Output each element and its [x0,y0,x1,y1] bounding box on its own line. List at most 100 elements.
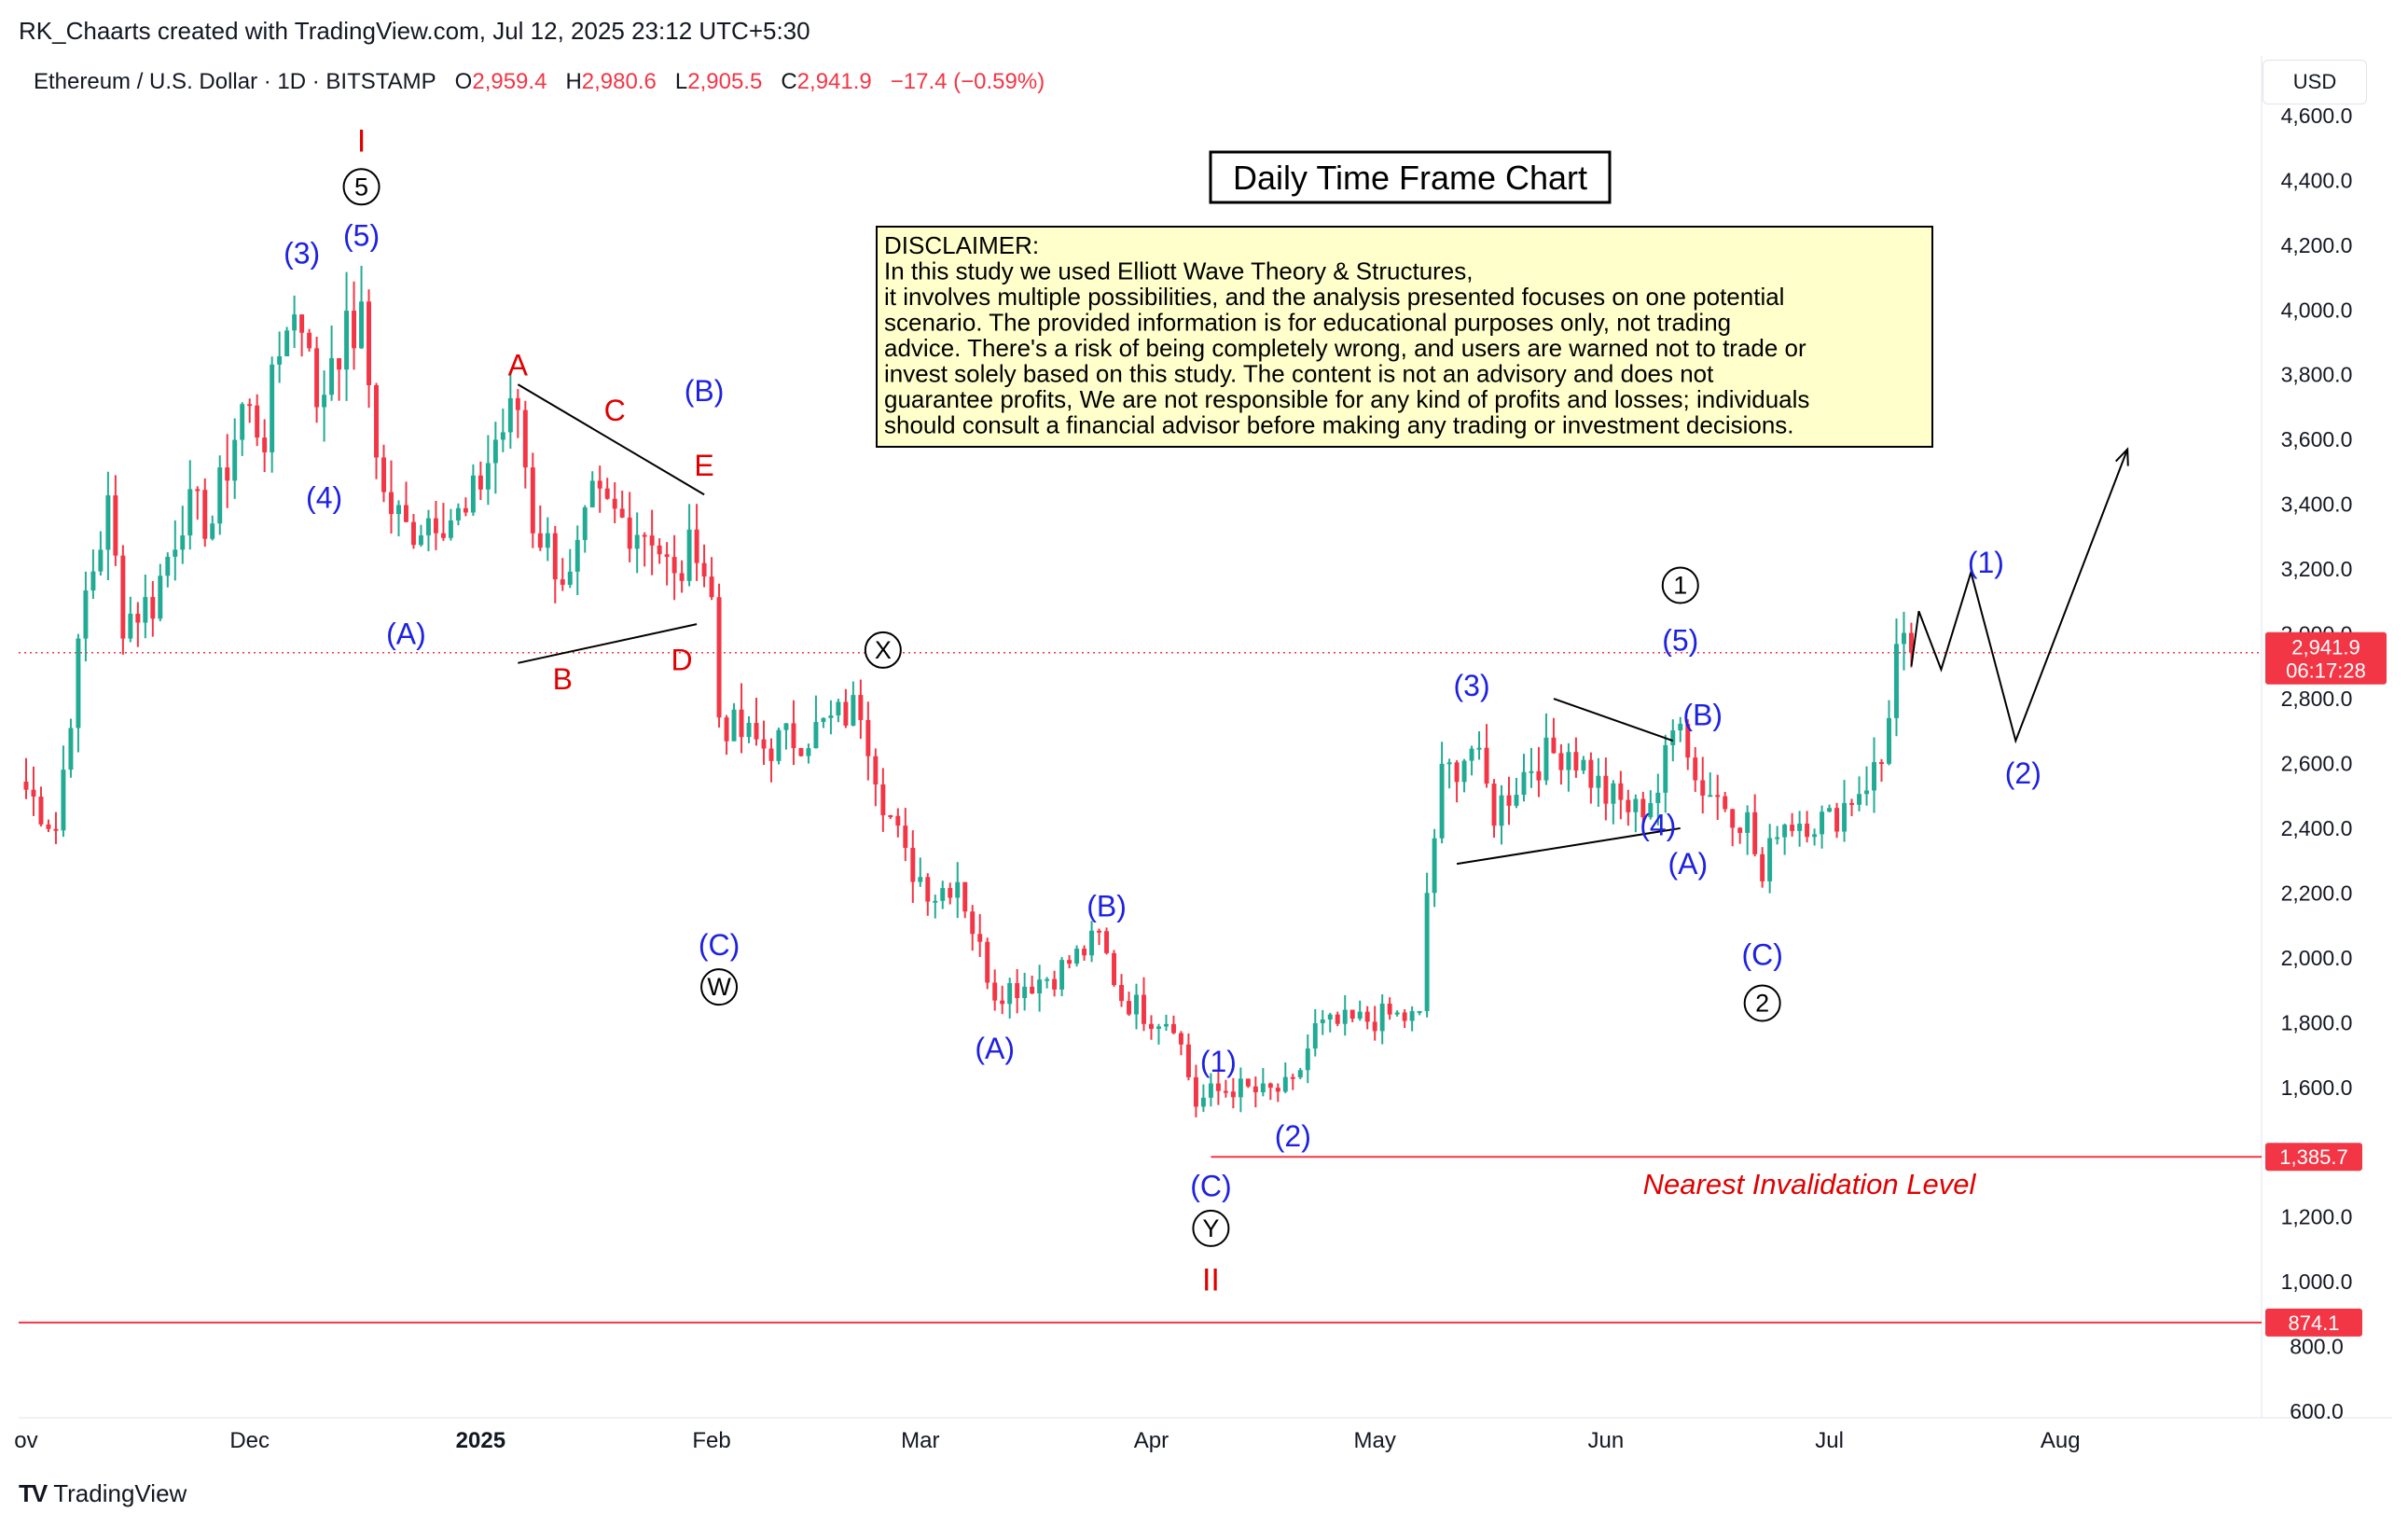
candle-body [1782,825,1788,838]
candle-body [1693,757,1698,781]
low-value: 2,905.5 [687,69,763,94]
candle-body [270,364,275,452]
wave-circle [1192,1209,1230,1247]
candle-body [843,701,849,726]
candle-body [507,397,513,433]
wave-label: B [553,662,573,696]
candle-body [477,475,483,490]
candle-body [352,311,357,349]
candle-body [1834,808,1840,832]
symbol-name[interactable]: Ethereum / U.S. Dollar · 1D · BITSTAMP [34,69,436,94]
candle-body [1127,1001,1131,1015]
tradingview-logo-text: TradingView [53,1479,187,1507]
candle-body [396,505,401,515]
y-tick-label: 3,400.0 [2281,492,2353,517]
candle-body [329,358,335,395]
candle-body [1543,737,1549,781]
candle-body [1894,644,1899,718]
candle-body [299,314,305,333]
candle-body [1432,838,1437,894]
candle-body [985,941,990,983]
wave-label: 2 [1755,989,1769,1017]
candle-body [955,881,961,898]
wave-label: II [1202,1262,1220,1297]
candle-body [1626,799,1631,812]
candle-body [410,521,416,546]
candle-body [709,576,714,598]
time-axis: ov Dec 2025 Feb Mar Apr May Jun Jul Aug [14,1428,2080,1453]
candle-body [448,520,453,538]
candle-body [1446,762,1452,765]
y-tick-label: 3,800.0 [2281,363,2353,387]
candle-body [455,507,461,520]
candle-body [604,488,610,499]
y-tick-label: 1,800.0 [2281,1010,2353,1034]
candle-body [1506,795,1512,806]
candle-body [791,723,796,749]
candle-body [1282,1076,1288,1092]
candle-body [1059,960,1065,990]
y-tick-label: 600.0 [2290,1399,2344,1423]
candle-body [962,881,968,912]
candle-body [1536,770,1542,781]
candle-body [38,797,44,825]
candle-body [1476,747,1482,750]
candle-body [135,613,141,623]
wave-label: (4) [1640,808,1676,841]
wave-circle [1743,984,1781,1022]
last-price-label: 2,941.9 [2291,636,2360,659]
candle-body [1037,979,1043,994]
candle-body [836,701,841,715]
candle-body [582,506,588,540]
high-label: H [565,69,582,94]
candle-body [1312,1022,1318,1049]
disclaimer-line: advice. There's a risk of being complete… [884,334,1806,362]
candle-body [374,384,379,458]
candle-body [1402,1012,1407,1021]
last-price-tag [2265,631,2387,685]
candle-body [1670,730,1676,745]
candle-body [1499,795,1504,826]
candle-body [1454,762,1460,783]
candle-body [292,314,298,331]
candle-body [783,723,789,730]
candle-body [492,439,498,464]
candle-body [574,539,580,572]
candle-body [933,900,938,903]
candle-body [1007,983,1013,1005]
candle-body [158,576,163,619]
candle-body [1849,802,1855,805]
candle-body [1215,1083,1221,1091]
y-tick-label: 4,600.0 [2281,104,2353,128]
wave-label: W [707,973,731,1001]
candle-body [612,498,617,509]
candle-body [46,824,51,829]
wave-label: (B) [685,374,725,408]
candle-body [910,847,916,882]
candle-body [1588,759,1594,788]
disclaimer-line: DISCLAIMER: [884,231,1039,259]
candle-body [23,781,29,790]
elliott-wave-labels: I 5 (5) (3) (4) (A) A C (B) E B D X (C) W (B) (A) (1) (2) (… [284,124,2041,1298]
x-tick-label: May [1354,1428,1396,1453]
candle-body [1678,723,1683,731]
candle-body [1902,632,1906,645]
open-label: O [454,69,473,94]
candle-body [1067,960,1073,964]
wave-label: Y [1202,1214,1219,1242]
candle-body [880,784,886,815]
candle-body [277,355,283,365]
wave-label: (B) [1086,889,1127,923]
tradingview-logo[interactable]: TV TradingView [19,1479,187,1508]
currency-button[interactable]: USD [2263,60,2367,104]
wave-label: (5) [343,218,380,252]
wave-circle [1661,566,1699,604]
candle-body [1618,783,1624,800]
candle-body [1082,949,1087,956]
candle-body [776,729,782,761]
candle-body [1663,744,1668,793]
candle-body [865,719,871,756]
wave-label: 1 [1673,571,1687,599]
x-tick-label: Apr [1134,1428,1169,1453]
